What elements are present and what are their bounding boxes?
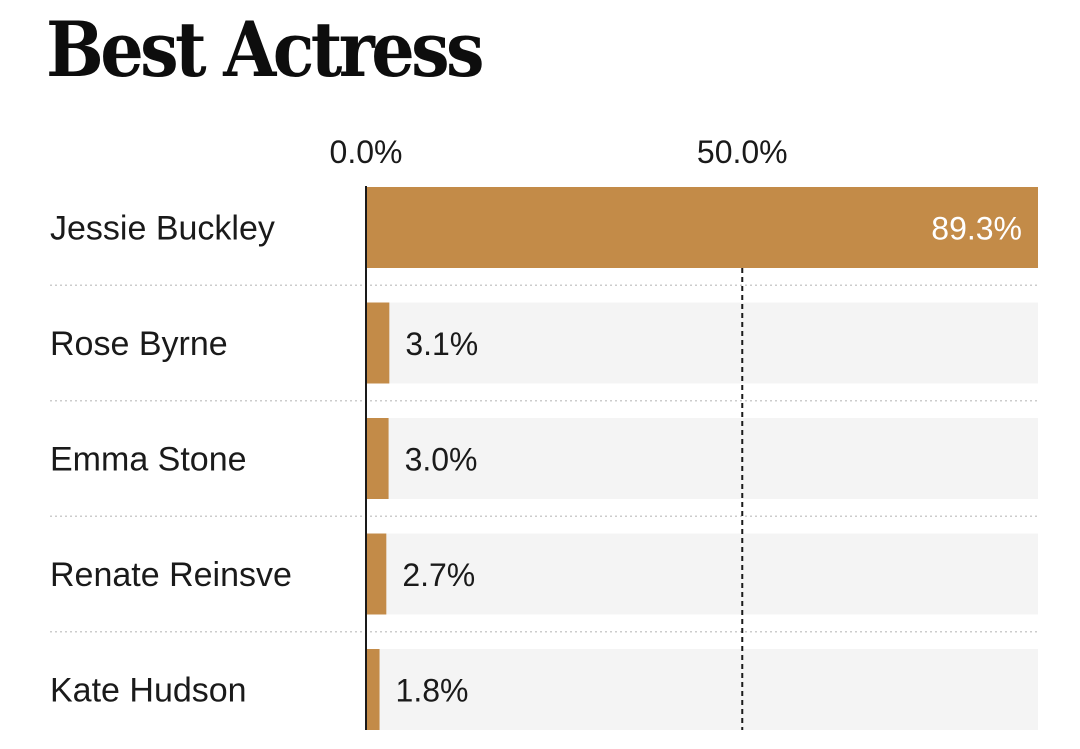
category-label: Rose Byrne <box>50 325 228 363</box>
bar-track <box>366 649 1038 730</box>
value-label: 89.3% <box>931 211 1022 247</box>
value-label-group: 89.3% 3.1% 3.0% 2.7% 1.8% <box>396 211 1022 709</box>
category-label: Jessie Buckley <box>50 210 275 248</box>
bar <box>366 533 387 615</box>
x-tick-label: 50.0% <box>697 134 788 170</box>
bar <box>366 302 390 384</box>
chart-title: Best Actress <box>46 5 485 94</box>
category-label: Renate Reinsve <box>50 556 292 594</box>
bar-group <box>366 187 1038 730</box>
value-label: 3.1% <box>405 326 478 362</box>
bar-track <box>366 418 1038 499</box>
value-label: 3.0% <box>405 442 478 478</box>
category-label: Emma Stone <box>50 441 247 479</box>
bar <box>366 418 389 499</box>
bar <box>366 649 380 730</box>
x-axis: 0.0% 50.0% <box>330 134 788 730</box>
category-label-group: Jessie Buckley Rose Byrne Emma Stone Renate… <box>50 210 292 710</box>
value-label: 1.8% <box>396 673 469 709</box>
category-label: Kate Hudson <box>50 672 247 710</box>
x-tick-label: 0.0% <box>330 134 403 170</box>
value-label: 2.7% <box>402 557 475 593</box>
bar-track <box>366 533 1038 615</box>
bar-track <box>366 302 1038 384</box>
bar <box>366 187 1038 268</box>
